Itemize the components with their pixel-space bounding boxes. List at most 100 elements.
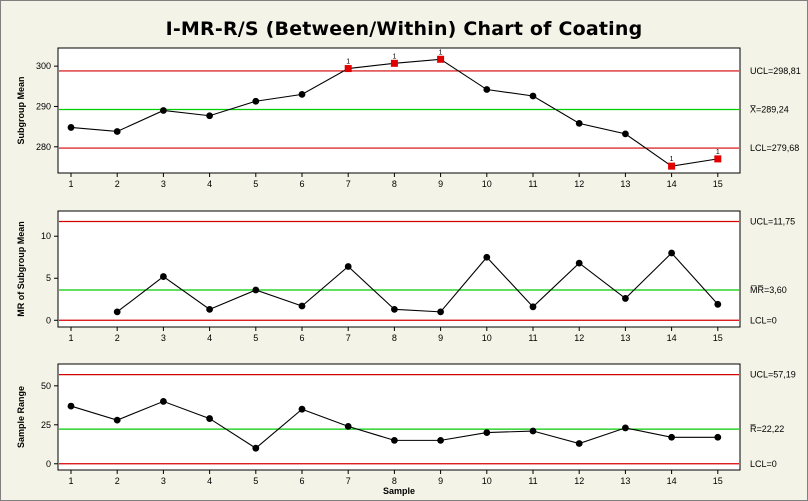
data-point [714,300,722,308]
data-point [483,429,491,436]
chart-title: I-MR-R/S (Between/Within) Chart of Coati… [165,18,643,40]
data-point [252,97,260,105]
center-label: X̅=289,24 [750,105,789,115]
x-tick-label: 13 [620,179,630,189]
x-tick-label: 15 [713,476,723,486]
data-point [160,107,167,114]
x-tick-label: 4 [207,179,212,189]
data-point [298,302,306,310]
x-tick-label: 5 [253,476,258,486]
x-tick-label: 8 [392,333,397,343]
x-tick-label: 5 [253,179,258,189]
data-point [252,444,260,452]
x-tick-label: 10 [482,476,492,486]
y-tick-label: 5 [46,273,51,283]
test-failure-label: 1 [439,49,443,56]
y-axis-label: MR of Subgroup Mean [16,221,26,317]
x-tick-label: 14 [667,476,677,486]
data-point [206,305,214,313]
data-point [344,422,352,430]
x-tick-label: 3 [161,333,166,343]
test-failure-label: 1 [670,156,674,163]
data-point [575,440,583,447]
x-tick-label: 2 [115,476,120,486]
data-point [67,124,75,131]
test-failure-label: 1 [716,149,720,156]
data-point [575,259,583,267]
data-point [67,402,75,410]
x-tick-label: 6 [299,179,304,189]
lcl-label: LCL=0 [750,315,777,325]
plot-panel-moving-range [57,210,741,328]
x-tick-label: 6 [299,476,304,486]
out-of-control-point [390,59,398,67]
out-of-control-point [668,162,676,170]
x-tick-label: 7 [346,476,351,486]
test-failure-label: 1 [392,53,396,60]
data-point [437,308,444,316]
y-tick-label: 0 [46,459,51,469]
data-point [298,405,306,413]
data-point [714,433,722,441]
data-point [529,92,537,100]
x-tick-label: 13 [620,476,630,486]
plot-panel-range [57,363,741,471]
data-point [113,308,121,316]
x-tick-label: 12 [574,476,584,486]
data-point [529,303,537,311]
x-tick-label: 15 [713,179,723,189]
x-tick-label: 8 [392,476,397,486]
ucl-label: UCL=57,19 [750,370,796,380]
y-tick-label: 50 [41,381,51,391]
lcl-label: LCL=279,68 [750,143,799,153]
test-failure-label: 1 [346,59,350,66]
out-of-control-point [437,55,445,63]
x-tick-label: 2 [115,179,120,189]
y-tick-label: 25 [41,420,51,430]
x-tick-label: 3 [161,179,166,189]
out-of-control-point [344,65,352,73]
x-tick-label: 7 [346,179,351,189]
x-tick-label: 14 [667,179,677,189]
x-tick-label: 14 [667,333,677,343]
center-label: R̅=22,22 [750,424,784,434]
data-point [529,427,537,435]
data-point [437,436,444,444]
x-tick-label: 1 [68,333,73,343]
x-tick-label: 9 [438,179,443,189]
data-point [668,249,675,257]
x-tick-label: 4 [207,476,212,486]
data-point [668,433,675,441]
data-point [206,112,214,120]
x-tick-label: 7 [346,333,351,343]
data-point [622,295,629,302]
x-tick-label: 13 [620,333,630,343]
y-tick-label: 0 [46,315,51,325]
x-tick-label: 9 [438,333,443,343]
x-tick-label: 10 [482,179,492,189]
data-point [298,90,306,98]
lcl-label: LCL=0 [750,459,777,469]
x-tick-label: 2 [115,333,120,343]
x-tick-label: 10 [482,333,492,343]
y-tick-label: 300 [36,61,51,71]
out-of-control-point [714,155,722,163]
data-point [113,416,121,424]
x-tick-label: 11 [528,333,537,343]
x-tick-label: 9 [438,476,443,486]
x-tick-label: 1 [68,476,73,486]
data-point [622,130,629,138]
x-tick-label: 4 [207,333,212,343]
data-point [483,86,491,93]
y-axis-label: Subgroup Mean [16,77,26,145]
ucl-label: UCL=298,81 [750,66,801,76]
x-tick-label: 15 [713,333,723,343]
data-point [344,263,352,270]
x-tick-label: 3 [161,476,166,486]
data-point [483,253,491,261]
x-axis-label: Sample [383,486,415,496]
x-tick-label: 12 [574,179,584,189]
x-tick-label: 11 [528,476,537,486]
data-point [252,286,260,294]
